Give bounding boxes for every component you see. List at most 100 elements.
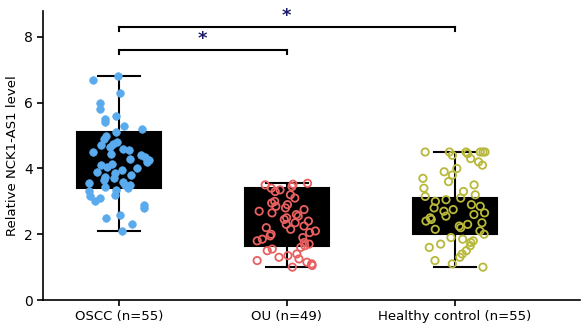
- PathPatch shape: [245, 188, 329, 246]
- Point: [88, 77, 97, 82]
- Point: [283, 253, 292, 258]
- Point: [480, 210, 489, 215]
- Point: [299, 207, 309, 212]
- Point: [117, 167, 127, 173]
- Point: [128, 222, 137, 227]
- Point: [431, 227, 440, 232]
- Point: [294, 214, 303, 219]
- Point: [111, 187, 121, 192]
- Point: [267, 210, 277, 215]
- Point: [280, 217, 289, 222]
- Point: [299, 240, 309, 245]
- PathPatch shape: [77, 132, 161, 188]
- Point: [294, 256, 304, 262]
- Point: [471, 192, 480, 197]
- Point: [142, 159, 151, 164]
- Point: [118, 146, 127, 151]
- Point: [456, 225, 465, 230]
- Point: [455, 223, 464, 229]
- Point: [286, 227, 295, 232]
- Point: [267, 232, 276, 237]
- Point: [430, 205, 439, 211]
- Point: [290, 195, 299, 201]
- Point: [478, 265, 488, 270]
- Point: [282, 202, 292, 207]
- Point: [281, 205, 290, 211]
- Point: [430, 258, 440, 263]
- Point: [115, 90, 124, 95]
- Point: [288, 182, 298, 187]
- Point: [307, 261, 316, 266]
- Point: [479, 232, 489, 237]
- Point: [477, 220, 486, 225]
- Point: [431, 199, 440, 204]
- Point: [107, 151, 116, 156]
- Point: [258, 237, 267, 242]
- Point: [90, 199, 100, 204]
- Point: [448, 153, 457, 158]
- Point: [86, 194, 95, 199]
- Point: [299, 223, 309, 229]
- Point: [109, 176, 118, 181]
- Point: [124, 186, 133, 191]
- Point: [107, 161, 117, 166]
- Point: [440, 209, 449, 214]
- Point: [137, 126, 146, 132]
- Point: [270, 199, 280, 204]
- Point: [456, 195, 465, 201]
- Point: [132, 166, 141, 171]
- Point: [458, 251, 467, 257]
- Point: [110, 171, 120, 176]
- Point: [296, 245, 305, 250]
- Point: [308, 263, 317, 268]
- Point: [95, 100, 104, 105]
- Point: [300, 243, 309, 248]
- Point: [93, 169, 102, 174]
- Point: [311, 228, 320, 234]
- Point: [463, 151, 472, 156]
- Point: [448, 172, 457, 178]
- Point: [286, 192, 295, 197]
- Point: [421, 218, 431, 224]
- Point: [101, 133, 110, 138]
- Point: [466, 156, 475, 161]
- Point: [466, 202, 476, 207]
- Point: [282, 215, 291, 220]
- Point: [476, 149, 485, 155]
- Point: [101, 215, 110, 220]
- Point: [421, 194, 430, 199]
- Point: [292, 251, 302, 257]
- Point: [455, 255, 465, 260]
- Point: [140, 154, 149, 160]
- Point: [100, 116, 110, 122]
- Point: [418, 176, 428, 181]
- Point: [287, 184, 297, 189]
- Point: [475, 228, 485, 234]
- Point: [125, 182, 135, 188]
- Point: [425, 215, 435, 220]
- Point: [304, 218, 313, 224]
- Point: [271, 204, 281, 209]
- Y-axis label: Relative NCK1-AS1 level: Relative NCK1-AS1 level: [5, 75, 19, 236]
- Point: [440, 169, 449, 174]
- Point: [96, 107, 105, 112]
- Point: [469, 238, 478, 243]
- Text: *: *: [282, 7, 291, 25]
- Point: [261, 225, 271, 230]
- Point: [100, 174, 110, 179]
- Point: [275, 187, 285, 192]
- Point: [441, 214, 451, 219]
- Point: [267, 200, 277, 206]
- Point: [125, 156, 135, 161]
- Point: [268, 246, 277, 252]
- Point: [139, 202, 149, 207]
- Point: [97, 163, 106, 168]
- Point: [120, 182, 130, 188]
- Point: [253, 238, 262, 243]
- Point: [117, 228, 127, 234]
- Point: [465, 243, 475, 248]
- Point: [288, 265, 297, 270]
- Point: [292, 212, 301, 217]
- Point: [274, 255, 284, 260]
- PathPatch shape: [413, 198, 496, 234]
